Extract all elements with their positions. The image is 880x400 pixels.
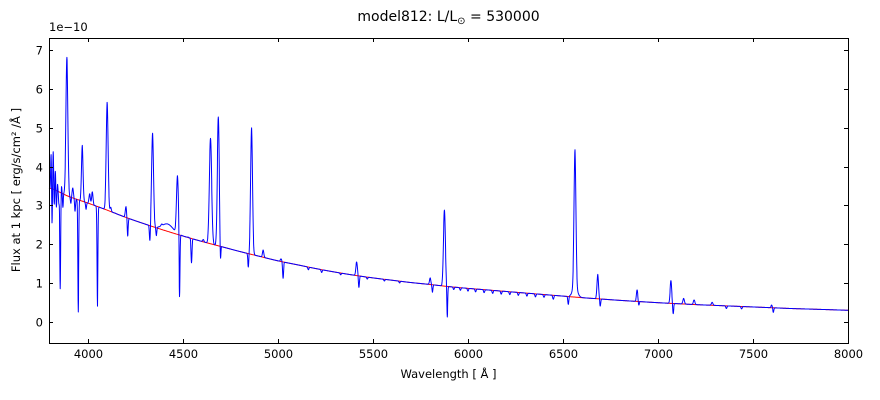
y-tick-label-0: 0 [36,316,43,330]
y-tick-label-7: 7 [36,44,43,58]
y-tick-label-6: 6 [36,83,43,97]
x-tick-label-4500: 4500 [169,347,198,361]
x-tick-label-4000: 4000 [74,347,103,361]
observed-spectrum-line [48,56,849,318]
sun-symbol: ⊙ [457,16,466,27]
title-suffix: = 530000 [465,9,540,25]
y-axis-ticks [49,50,848,323]
x-axis-ticks [88,38,849,343]
chart-title: model812: L/L⊙ = 530000 [49,9,848,30]
title-prefix: model812: L/L [357,9,458,25]
x-tick-label-5000: 5000 [264,347,293,361]
x-tick-label-6500: 6500 [549,347,578,361]
x-axis-label: Wavelength [ Å ] [400,367,497,381]
y-tick-label-5: 5 [36,122,43,136]
x-axis-tick-labels: 4000 4500 5000 5500 6000 6500 7000 7500 8000 [74,347,863,361]
x-tick-label-6000: 6000 [454,347,483,361]
y-axis-tick-labels: 0 1 2 3 4 5 6 7 [36,44,43,330]
y-axis-offset-label: 1e−10 [49,20,88,34]
x-tick-label-7000: 7000 [644,347,673,361]
x-tick-label-5500: 5500 [359,347,388,361]
y-tick-label-3: 3 [36,199,43,213]
y-tick-label-1: 1 [36,277,43,291]
y-axis-label: Flux at 1 kpc [ erg/s/cm² /Å ] [9,107,23,273]
y-tick-label-2: 2 [36,238,43,252]
axes-frame [49,38,849,344]
x-tick-label-8000: 8000 [834,347,863,361]
y-tick-label-4: 4 [36,161,43,175]
x-tick-label-7500: 7500 [739,347,768,361]
